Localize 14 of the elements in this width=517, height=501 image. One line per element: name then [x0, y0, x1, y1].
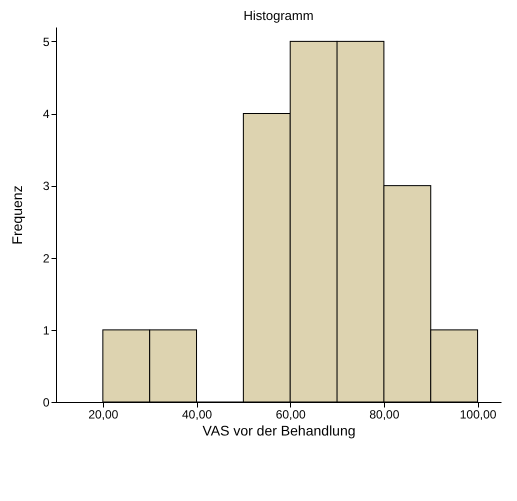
- x-tick-label: 100,00: [460, 408, 497, 422]
- y-tick-label: 2: [42, 251, 50, 266]
- x-tick-label: 80,00: [369, 408, 400, 422]
- x-axis-title: VAS vor der Behandlung: [202, 422, 356, 438]
- chart-title: Histogramm: [243, 8, 314, 23]
- y-tick-label: 1: [42, 323, 50, 338]
- x-tick-label: 40,00: [182, 408, 212, 422]
- y-axis-title: Frequenz: [8, 185, 25, 245]
- y-tick-label: 3: [42, 179, 50, 194]
- x-tick-label: 20,00: [88, 408, 119, 422]
- x-tick-label: 60,00: [276, 408, 306, 422]
- y-tick-label: 4: [42, 107, 50, 122]
- y-tick-label: 0: [42, 396, 50, 410]
- y-tick-label: 5: [42, 34, 50, 49]
